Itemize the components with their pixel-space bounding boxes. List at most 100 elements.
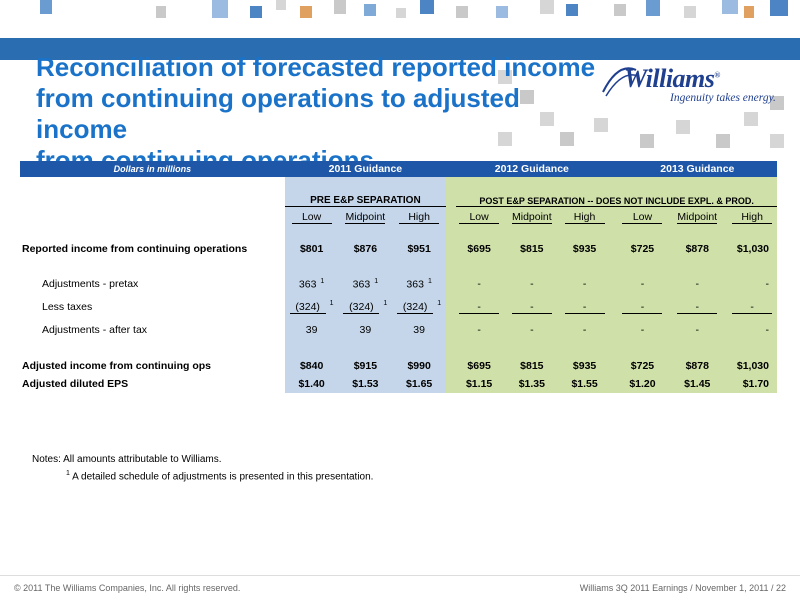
row-label: Adjusted income from continuing ops bbox=[22, 360, 211, 372]
cell: $725 bbox=[617, 241, 668, 257]
title-line-2: from continuing operations to adjusted i… bbox=[36, 83, 520, 144]
cell: - bbox=[561, 273, 608, 295]
cell: $1.55 bbox=[561, 375, 608, 393]
header-2013: 2013 Guidance bbox=[617, 161, 777, 177]
williams-logo: Williams® Ingenuity takes energy. bbox=[598, 60, 798, 110]
cell: 363 bbox=[406, 278, 424, 291]
cell: $801 bbox=[284, 241, 339, 257]
logo-wordmark: Williams bbox=[624, 64, 715, 93]
cell: $1.20 bbox=[617, 375, 668, 393]
post-separation-label: POST E&P SEPARATION -- DOES NOT INCLUDE … bbox=[456, 196, 777, 207]
col-mid-2011: Midpoint bbox=[345, 210, 386, 224]
cell: 363 bbox=[352, 278, 371, 291]
cell: $1.40 bbox=[284, 375, 339, 393]
cell: $1.35 bbox=[501, 375, 562, 393]
footnote-mark: 1 bbox=[427, 277, 432, 285]
cell: - bbox=[564, 301, 605, 314]
col-low-2012: Low bbox=[459, 211, 500, 224]
table-row-aftertax: Adjustments - after tax 39 39 39 - - - -… bbox=[20, 319, 777, 341]
footnote-mark: 1 bbox=[320, 277, 325, 285]
cell: 363 bbox=[298, 278, 317, 291]
cell: $1.53 bbox=[338, 375, 393, 393]
notes: Notes: All amounts attributable to Willi… bbox=[32, 453, 373, 484]
cell: (324) bbox=[349, 300, 374, 313]
cell: $878 bbox=[667, 241, 728, 257]
cell: - bbox=[617, 273, 668, 295]
cell: $725 bbox=[617, 357, 668, 375]
cell: (324) bbox=[402, 300, 428, 313]
section-label-row: PRE E&P SEPARATION POST E&P SEPARATION -… bbox=[20, 193, 777, 209]
cell: - bbox=[501, 273, 562, 295]
cell: $951 bbox=[392, 241, 447, 257]
table-row-pretax: Adjustments - pretax 363 1 363 1 363 1 - - … bbox=[20, 273, 777, 295]
cell: $935 bbox=[561, 357, 608, 375]
cell: - bbox=[456, 273, 502, 295]
col-high-2011: High bbox=[399, 211, 440, 224]
cell: $815 bbox=[501, 241, 562, 257]
notes-line-1: Notes: All amounts attributable to Willi… bbox=[32, 454, 222, 465]
header-2011: 2011 Guidance bbox=[284, 161, 447, 177]
cell: $1.65 bbox=[392, 375, 447, 393]
table-row-adjusted: Adjusted income from continuing ops $840… bbox=[20, 357, 777, 375]
header-2012: 2012 Guidance bbox=[456, 161, 608, 177]
cell: - bbox=[456, 319, 502, 341]
slide-title: Reconciliation of forecasted reported in… bbox=[36, 52, 596, 176]
cell: - bbox=[617, 319, 668, 341]
cell: $695 bbox=[456, 241, 502, 257]
cell: $695 bbox=[456, 357, 502, 375]
copyright-text: © 2011 The Williams Companies, Inc. All … bbox=[14, 583, 241, 593]
row-label: Adjustments - after tax bbox=[42, 324, 148, 336]
col-low-2013: Low bbox=[622, 211, 663, 224]
logo-registered-mark: ® bbox=[714, 70, 720, 80]
cell: $840 bbox=[284, 357, 339, 375]
footnote-mark: 1 bbox=[329, 300, 334, 308]
footer-divider bbox=[0, 575, 800, 576]
footnote-mark: 1 bbox=[383, 300, 388, 308]
col-mid-2012: Midpoint bbox=[511, 210, 552, 224]
dollars-label: Dollars in millions bbox=[20, 161, 285, 177]
col-high-2013: High bbox=[732, 211, 773, 224]
cell: 39 bbox=[392, 319, 447, 341]
cell: $878 bbox=[667, 357, 728, 375]
footnote-mark: 1 bbox=[437, 300, 442, 308]
cell: - bbox=[727, 273, 777, 295]
cell: $1,030 bbox=[727, 357, 777, 375]
cell: - bbox=[732, 301, 773, 314]
row-label: Reported income from continuing operatio… bbox=[22, 243, 248, 255]
cell: $1.70 bbox=[727, 375, 777, 393]
cell: $990 bbox=[392, 357, 447, 375]
cell: $935 bbox=[561, 241, 608, 257]
row-label: Adjusted diluted EPS bbox=[22, 378, 129, 390]
cell: $876 bbox=[338, 241, 393, 257]
notes-footnote-mark: 1 bbox=[66, 470, 70, 477]
notes-line-2: A detailed schedule of adjustments is pr… bbox=[72, 471, 374, 483]
cell: - bbox=[622, 301, 663, 314]
header-band bbox=[0, 38, 800, 60]
logo-swoosh-icon bbox=[602, 67, 638, 97]
col-mid-2013: Midpoint bbox=[677, 210, 718, 224]
reconciliation-table: Dollars in millions 2011 Guidance 2012 G… bbox=[20, 161, 777, 393]
cell: - bbox=[511, 301, 552, 314]
table-header-row: Dollars in millions 2011 Guidance 2012 G… bbox=[20, 161, 777, 177]
row-label: Less taxes bbox=[42, 301, 93, 313]
cell: $915 bbox=[338, 357, 393, 375]
cell: (324) bbox=[295, 300, 320, 313]
cell: $815 bbox=[501, 357, 562, 375]
cell: $1.15 bbox=[456, 375, 502, 393]
col-high-2012: High bbox=[564, 211, 605, 224]
cell: - bbox=[667, 273, 728, 295]
title-line-1: Reconciliation of forecasted reported in… bbox=[36, 52, 596, 82]
row-label: Adjustments - pretax bbox=[42, 278, 139, 290]
table-row-reported: Reported income from continuing operatio… bbox=[20, 241, 777, 257]
cell: - bbox=[727, 319, 777, 341]
footer-page-info: Williams 3Q 2011 Earnings / November 1, … bbox=[579, 583, 786, 593]
cell: $1,030 bbox=[727, 241, 777, 257]
col-low-2011: Low bbox=[291, 211, 332, 224]
cell: 39 bbox=[284, 319, 339, 341]
cell: - bbox=[501, 319, 562, 341]
cell: - bbox=[677, 301, 718, 314]
table-row-taxes: Less taxes (324) 1 (324) 1 (324) 1 - - - - … bbox=[20, 295, 777, 319]
pre-separation-label: PRE E&P SEPARATION bbox=[284, 195, 447, 207]
logo-tagline: Ingenuity takes energy. bbox=[670, 92, 776, 104]
column-subheader-row: Low Midpoint High Low Midpoint High Low … bbox=[20, 209, 777, 225]
